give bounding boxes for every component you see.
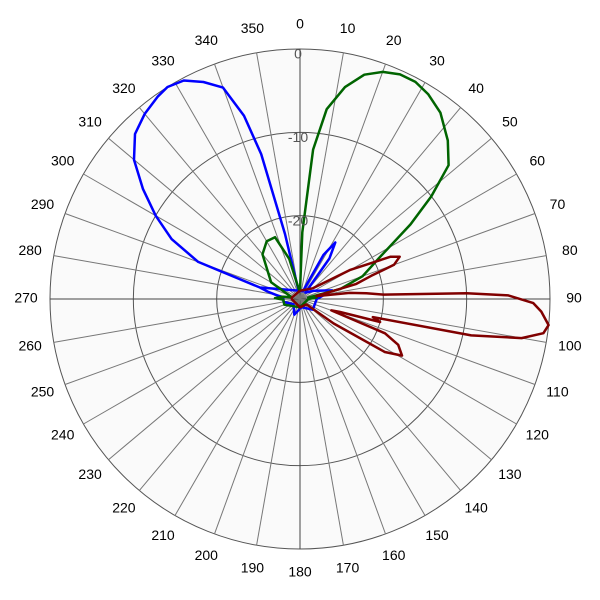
radial-tick-label: -20 [288,212,308,228]
angle-tick-label: 80 [562,242,578,258]
angle-tick-label: 30 [429,52,445,68]
angle-tick-label: 150 [425,527,449,543]
angle-tick-label: 250 [31,383,55,399]
angle-tick-label: 330 [151,52,175,68]
angle-tick-label: 200 [195,547,219,563]
spoke-160 [299,298,386,535]
angle-tick-label: 130 [498,466,522,482]
spoke-210 [174,298,301,516]
angle-tick-label: 300 [51,153,75,169]
spoke-300 [83,173,301,300]
angle-tick-label: 70 [550,196,566,212]
spoke-220 [138,298,301,491]
angle-tick-label: 170 [336,560,360,576]
spoke-320 [138,107,301,300]
spoke-150 [299,298,426,516]
angle-tick-label: 60 [530,153,546,169]
angle-tick-label: 50 [502,114,518,130]
angle-tick-label: 0 [296,16,304,32]
angle-tick-label: 340 [195,32,219,48]
series-line-2 [290,255,550,357]
angle-tick-label: 190 [241,560,265,576]
angle-tick-label: 40 [468,80,484,96]
polar-grid [49,48,551,550]
spoke-350 [256,52,301,300]
series-layer [132,70,550,357]
radial-tick-label: -10 [288,129,308,145]
spoke-290 [64,213,301,300]
spoke-80 [299,255,547,300]
spoke-120 [299,298,517,425]
spoke-20 [299,63,386,300]
spoke-330 [174,82,301,300]
angle-tick-label: 350 [241,20,265,36]
angle-tick-label: 310 [78,114,102,130]
angle-tick-label: 120 [526,427,550,443]
angle-tick-label: 280 [18,242,42,258]
spoke-280 [53,255,301,300]
spoke-190 [256,298,301,546]
spoke-250 [64,298,301,385]
spoke-230 [108,298,301,461]
angle-tick-label: 220 [112,500,136,516]
spoke-10 [299,52,344,300]
angle-tick-label: 160 [382,547,406,563]
spoke-100 [299,298,547,343]
spoke-170 [299,298,344,546]
spoke-70 [299,213,536,300]
series-line-1 [261,70,450,309]
spoke-240 [83,298,301,425]
radial-tick-label: 0 [294,46,302,62]
angle-tick-label: 260 [18,337,42,353]
angle-tick-label: 290 [31,196,55,212]
angle-tick-label: 20 [386,32,402,48]
angle-tick-label: 240 [51,427,75,443]
spoke-260 [53,298,301,343]
spoke-50 [299,137,492,300]
labels-layer: 0 10 20 30 40 50 60 70 80 90 100 110 120 130 140 150 160… [14,16,582,580]
spoke-30 [299,82,426,300]
angle-tick-label: 320 [112,80,136,96]
spoke-130 [299,298,492,461]
angle-tick-label: 90 [566,290,582,306]
angle-tick-label: 100 [558,337,582,353]
spoke-140 [299,298,462,491]
spoke-340 [214,63,301,300]
angle-tick-label: 270 [14,290,38,306]
angle-tick-label: 140 [464,500,488,516]
angle-tick-label: 230 [78,466,102,482]
angle-tick-label: 210 [151,527,175,543]
angle-tick-label: 10 [340,20,356,36]
spoke-200 [214,298,301,535]
angle-tick-label: 110 [546,383,569,399]
angle-tick-label: 180 [288,564,312,580]
spoke-40 [299,107,462,300]
